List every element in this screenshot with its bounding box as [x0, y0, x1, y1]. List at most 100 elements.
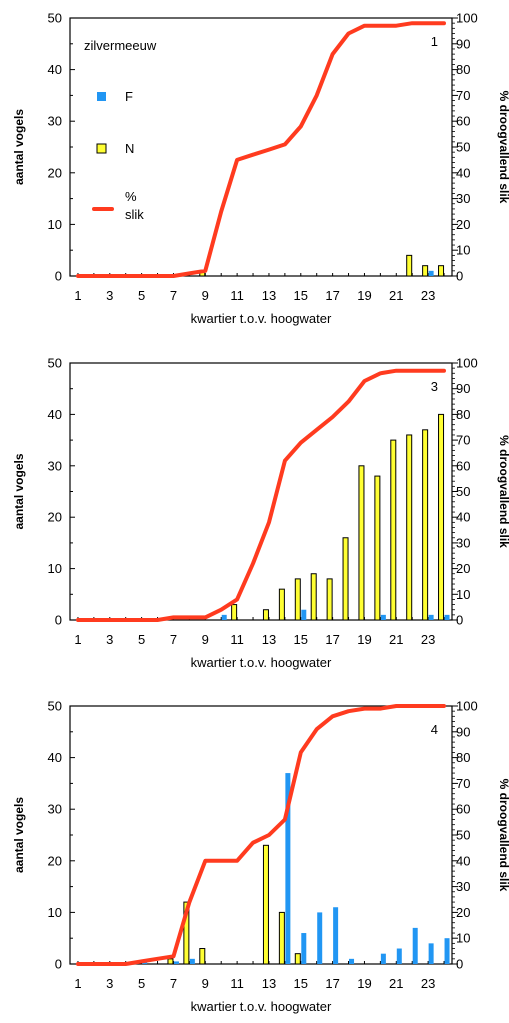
y-tick-label: 30	[48, 114, 62, 129]
bar-N	[199, 948, 206, 965]
x-tick-label: 1	[74, 976, 81, 991]
x-axis-label: kwartier t.o.v. hoogwater	[191, 311, 332, 326]
y2-tick-label: 40	[456, 853, 470, 868]
x-tick-label: 13	[262, 632, 276, 647]
y2-tick-label: 70	[456, 776, 470, 791]
x-tick-label: 9	[202, 632, 209, 647]
y2-tick-label: 70	[456, 433, 470, 448]
y-tick-label: 20	[48, 853, 62, 868]
bar-N	[438, 265, 445, 277]
bar-N	[231, 604, 238, 621]
y2-tick-label: 0	[456, 269, 463, 284]
panel-number: 4	[431, 722, 438, 737]
legend-label-F: F	[125, 89, 133, 104]
bar-F	[380, 953, 386, 964]
y2-tick-label: 90	[456, 724, 470, 739]
y-tick-label: 10	[48, 561, 62, 576]
bar-F	[317, 912, 323, 964]
y2-tick-label: 70	[456, 88, 470, 103]
x-tick-label: 1	[74, 632, 81, 647]
y2-axis-label: % droogvallend slik	[497, 779, 509, 892]
line-slik	[76, 21, 446, 278]
y2-tick-label: 20	[456, 561, 470, 576]
bar-N	[294, 578, 301, 621]
y2-tick-label: 100	[456, 699, 478, 714]
bar-N	[310, 573, 317, 621]
legend-label-N: N	[125, 141, 134, 156]
y-tick-label: 50	[48, 699, 62, 714]
x-tick-label: 15	[294, 976, 308, 991]
bar-N	[294, 953, 301, 965]
x-axis-label: kwartier t.o.v. hoogwater	[191, 999, 332, 1014]
bar-N	[183, 901, 190, 965]
x-tick-label: 1	[74, 288, 81, 303]
bar-F	[301, 609, 307, 620]
x-tick-label: 11	[230, 632, 244, 647]
bar-F	[444, 938, 450, 964]
bar-N	[167, 958, 174, 965]
y2-tick-label: 30	[456, 879, 470, 894]
y2-tick-label: 100	[456, 356, 478, 371]
bar-F	[428, 614, 434, 620]
x-tick-label: 5	[138, 976, 145, 991]
bar-F	[444, 614, 450, 620]
y2-tick-label: 0	[456, 957, 463, 972]
y-tick-label: 40	[48, 62, 62, 77]
line-slik	[76, 704, 446, 966]
y2-tick-label: 90	[456, 381, 470, 396]
x-tick-label: 5	[138, 288, 145, 303]
y2-tick-label: 10	[456, 931, 470, 946]
x-tick-label: 21	[389, 976, 403, 991]
bar-F	[173, 961, 179, 964]
bar-F	[189, 958, 195, 964]
y2-tick-label: 40	[456, 510, 470, 525]
bar-F	[412, 927, 418, 964]
bar-N	[406, 434, 413, 621]
y2-tick-label: 100	[456, 11, 478, 26]
bar-F	[285, 773, 291, 964]
bar-F	[301, 933, 307, 964]
x-tick-label: 9	[202, 976, 209, 991]
y-tick-label: 30	[48, 458, 62, 473]
bar-N	[326, 578, 333, 621]
bar-F	[396, 948, 402, 964]
y-tick-label: 0	[55, 957, 62, 972]
bar-F	[349, 958, 355, 964]
legend-swatch-N	[96, 143, 107, 154]
x-tick-label: 19	[357, 632, 371, 647]
bar-F	[333, 907, 339, 964]
y2-axis-label: % droogvallend slik	[497, 435, 509, 548]
y-tick-label: 10	[48, 217, 62, 232]
y2-tick-label: 50	[456, 828, 470, 843]
y2-tick-label: 10	[456, 243, 470, 258]
x-tick-label: 9	[202, 288, 209, 303]
x-tick-label: 7	[170, 288, 177, 303]
bar-N	[262, 844, 269, 965]
x-tick-label: 11	[230, 976, 244, 991]
line-slik	[76, 368, 446, 622]
y-tick-label: 40	[48, 750, 62, 765]
bar-F	[221, 614, 227, 620]
y2-tick-label: 60	[456, 802, 470, 817]
bar-N	[262, 609, 269, 621]
y-tick-label: 10	[48, 905, 62, 920]
y-tick-label: 20	[48, 165, 62, 180]
x-tick-label: 21	[389, 632, 403, 647]
bar-F	[428, 270, 434, 276]
y-tick-label: 0	[55, 269, 62, 284]
legend-label-slik: slik	[125, 207, 144, 222]
x-tick-label: 23	[421, 632, 435, 647]
y2-tick-label: 60	[456, 458, 470, 473]
x-tick-label: 15	[294, 288, 308, 303]
y2-tick-label: 20	[456, 905, 470, 920]
bar-N	[278, 911, 285, 965]
x-tick-label: 23	[421, 976, 435, 991]
y2-tick-label: 30	[456, 535, 470, 550]
y-tick-label: 0	[55, 613, 62, 628]
x-tick-label: 7	[170, 976, 177, 991]
bar-N	[438, 413, 445, 621]
bar-N	[374, 475, 381, 621]
bar-N	[406, 254, 413, 277]
y-tick-label: 20	[48, 510, 62, 525]
y2-tick-label: 50	[456, 484, 470, 499]
